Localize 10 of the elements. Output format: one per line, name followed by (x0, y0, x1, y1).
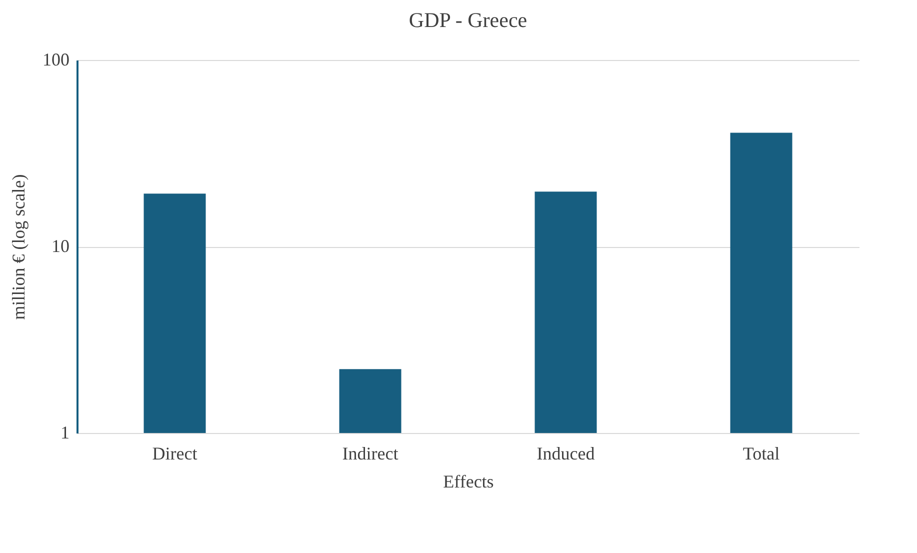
x-tick-label: Direct (152, 444, 198, 464)
chart-title: GDP - Greece (408, 8, 528, 32)
y-tick-label: 10 (52, 236, 70, 256)
x-axis-title: Effects (443, 472, 494, 492)
y-axis-title: million € (log scale) (8, 174, 28, 320)
x-tick-label: Indirect (342, 444, 398, 464)
x-tick-label: Total (742, 444, 780, 464)
x-tick-label: Induced (536, 444, 595, 464)
y-tick-label: 1 (60, 422, 70, 442)
y-tick-label: 100 (42, 50, 70, 70)
